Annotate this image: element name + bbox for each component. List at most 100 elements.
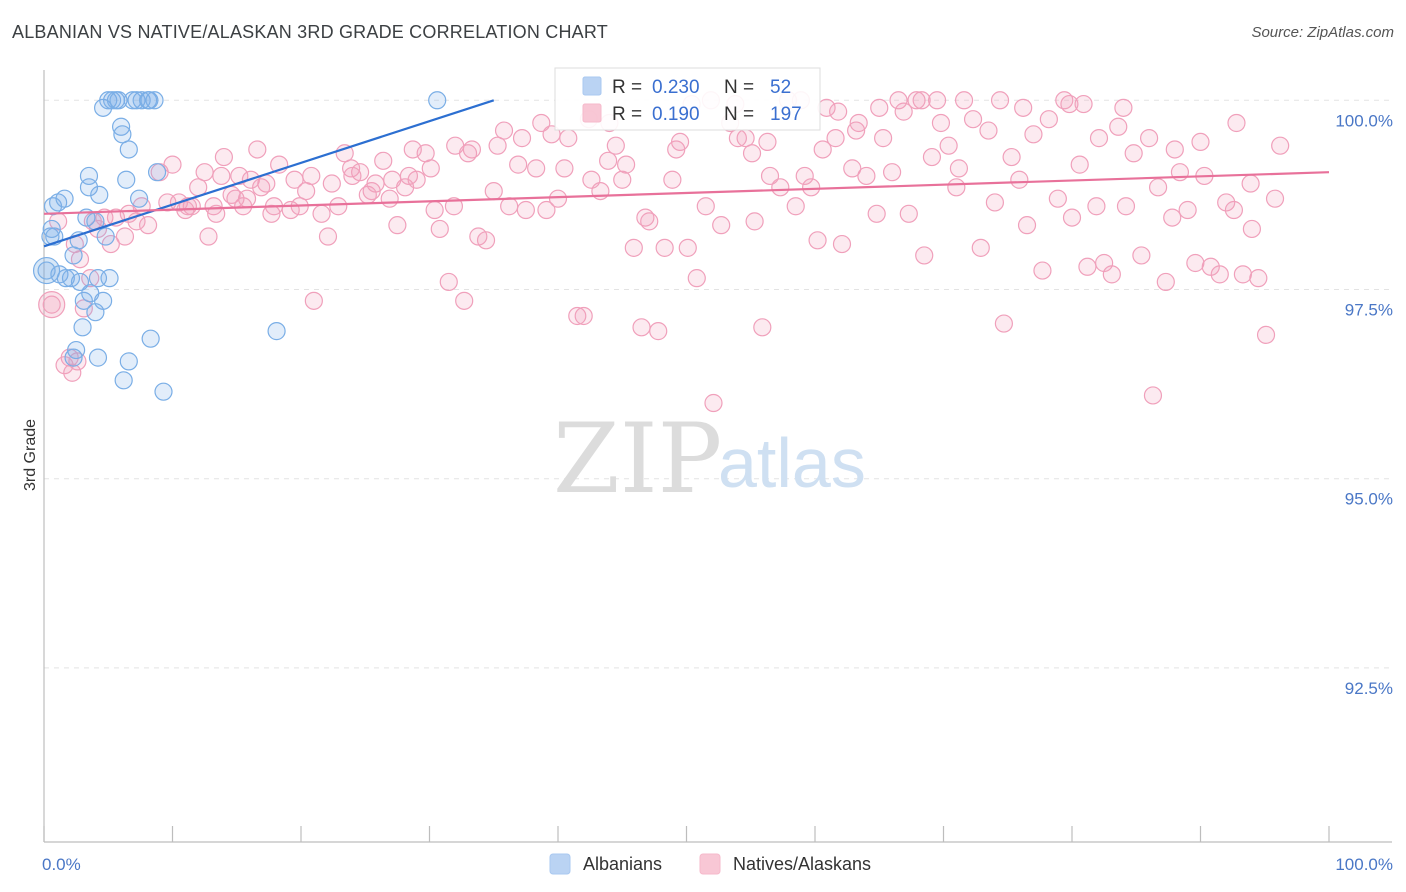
natives-point-large <box>38 291 66 319</box>
x-tick-label: 0.0% <box>42 855 81 874</box>
albanians-point <box>428 91 447 110</box>
natives-point <box>678 238 697 257</box>
natives-point <box>1265 189 1285 208</box>
natives-point <box>813 140 832 159</box>
albanians-point <box>145 91 164 110</box>
natives-point <box>990 91 1010 110</box>
natives-point <box>195 163 214 182</box>
natives-point <box>1114 98 1133 117</box>
natives-point <box>548 189 568 208</box>
tick-labels: 100.0% 97.5% 95.0% 92.5% 0.0% 100.0% <box>42 111 1393 874</box>
natives-point <box>230 166 249 186</box>
natives-point <box>351 163 370 182</box>
albanians-point <box>129 189 149 208</box>
natives-point <box>1109 117 1128 136</box>
natives-point <box>994 314 1013 333</box>
natives-point <box>512 129 532 148</box>
natives-point <box>488 136 507 155</box>
natives-point <box>1078 257 1097 276</box>
natives-n-label: N = <box>724 104 754 125</box>
y-tick-label: 100.0% <box>1335 111 1393 130</box>
natives-point <box>606 136 625 155</box>
natives-point <box>771 178 790 197</box>
natives-point <box>1070 155 1089 174</box>
natives-point <box>1271 136 1290 155</box>
natives-point <box>745 212 764 231</box>
natives-point <box>939 136 958 155</box>
legend-swatch-albanians <box>549 853 571 875</box>
natives-point <box>712 216 731 235</box>
natives-point <box>302 166 321 186</box>
natives-point <box>915 246 934 265</box>
source-credit: Source: ZipAtlas.com <box>1251 24 1394 41</box>
natives-point <box>931 113 951 133</box>
natives-point <box>1210 265 1229 284</box>
natives-point <box>963 110 983 129</box>
natives-point <box>237 189 257 208</box>
natives-point <box>1224 200 1244 220</box>
data-points <box>32 91 1290 413</box>
natives-point <box>867 204 886 223</box>
y-tick-label: 97.5% <box>1345 300 1393 319</box>
natives-point <box>802 178 821 197</box>
albanians-point <box>141 329 160 348</box>
natives-point <box>63 363 82 382</box>
natives-point <box>374 151 393 170</box>
albanians-point <box>267 322 286 341</box>
albanians-n-label: N = <box>724 77 754 98</box>
watermark-atlas: atlas <box>718 424 866 502</box>
natives-point <box>1191 132 1210 152</box>
natives-point <box>704 393 723 413</box>
natives-point <box>329 197 348 216</box>
natives-point <box>527 159 546 178</box>
natives-point <box>1233 265 1253 284</box>
natives-point <box>476 231 496 250</box>
natives-point <box>826 129 845 148</box>
natives-trend-line <box>43 171 1330 215</box>
natives-point <box>1186 253 1205 273</box>
natives-point <box>222 185 241 204</box>
natives-point <box>832 234 852 254</box>
natives-point <box>1217 193 1236 212</box>
natives-point <box>1102 265 1121 284</box>
natives-point <box>199 227 218 246</box>
natives-point <box>81 269 100 288</box>
natives-point <box>42 295 61 314</box>
natives-point <box>847 121 866 140</box>
natives-point <box>439 272 458 292</box>
natives-point <box>636 208 655 227</box>
natives-point <box>421 159 440 178</box>
natives-point <box>599 151 618 170</box>
natives-point <box>1178 200 1197 220</box>
natives-point <box>753 318 772 337</box>
natives-point <box>949 159 969 178</box>
natives-point <box>252 178 271 197</box>
stats-box: R = 0.230 N = 52 R = 0.190 N = 197 <box>554 67 821 131</box>
watermark-zip: ZIP <box>553 403 722 515</box>
natives-point <box>559 129 578 148</box>
natives-point <box>922 147 942 167</box>
natives-point <box>455 291 474 310</box>
natives-point <box>1024 125 1043 144</box>
natives-point <box>1163 208 1182 227</box>
albanians-point <box>61 269 81 288</box>
albanians-point <box>103 91 122 110</box>
natives-point <box>795 166 814 186</box>
y-axis-title: 3rd Grade <box>22 419 39 491</box>
natives-point <box>894 102 913 121</box>
natives-point <box>214 147 233 167</box>
albanians-point <box>94 291 113 310</box>
albanians-r-value: 0.230 <box>652 77 700 98</box>
natives-point <box>899 204 918 223</box>
trend-lines <box>43 99 1330 248</box>
albanians-point <box>111 117 131 136</box>
albanians-point <box>100 269 119 288</box>
natives-point <box>1116 197 1136 216</box>
natives-point <box>212 166 231 186</box>
chart-title: ALBANIAN VS NATIVE/ALASKAN 3RD GRADE COR… <box>12 22 608 42</box>
natives-point <box>1148 178 1168 197</box>
natives-point <box>399 166 419 186</box>
y-tick-label: 92.5% <box>1345 679 1393 698</box>
natives-point <box>1060 94 1079 114</box>
